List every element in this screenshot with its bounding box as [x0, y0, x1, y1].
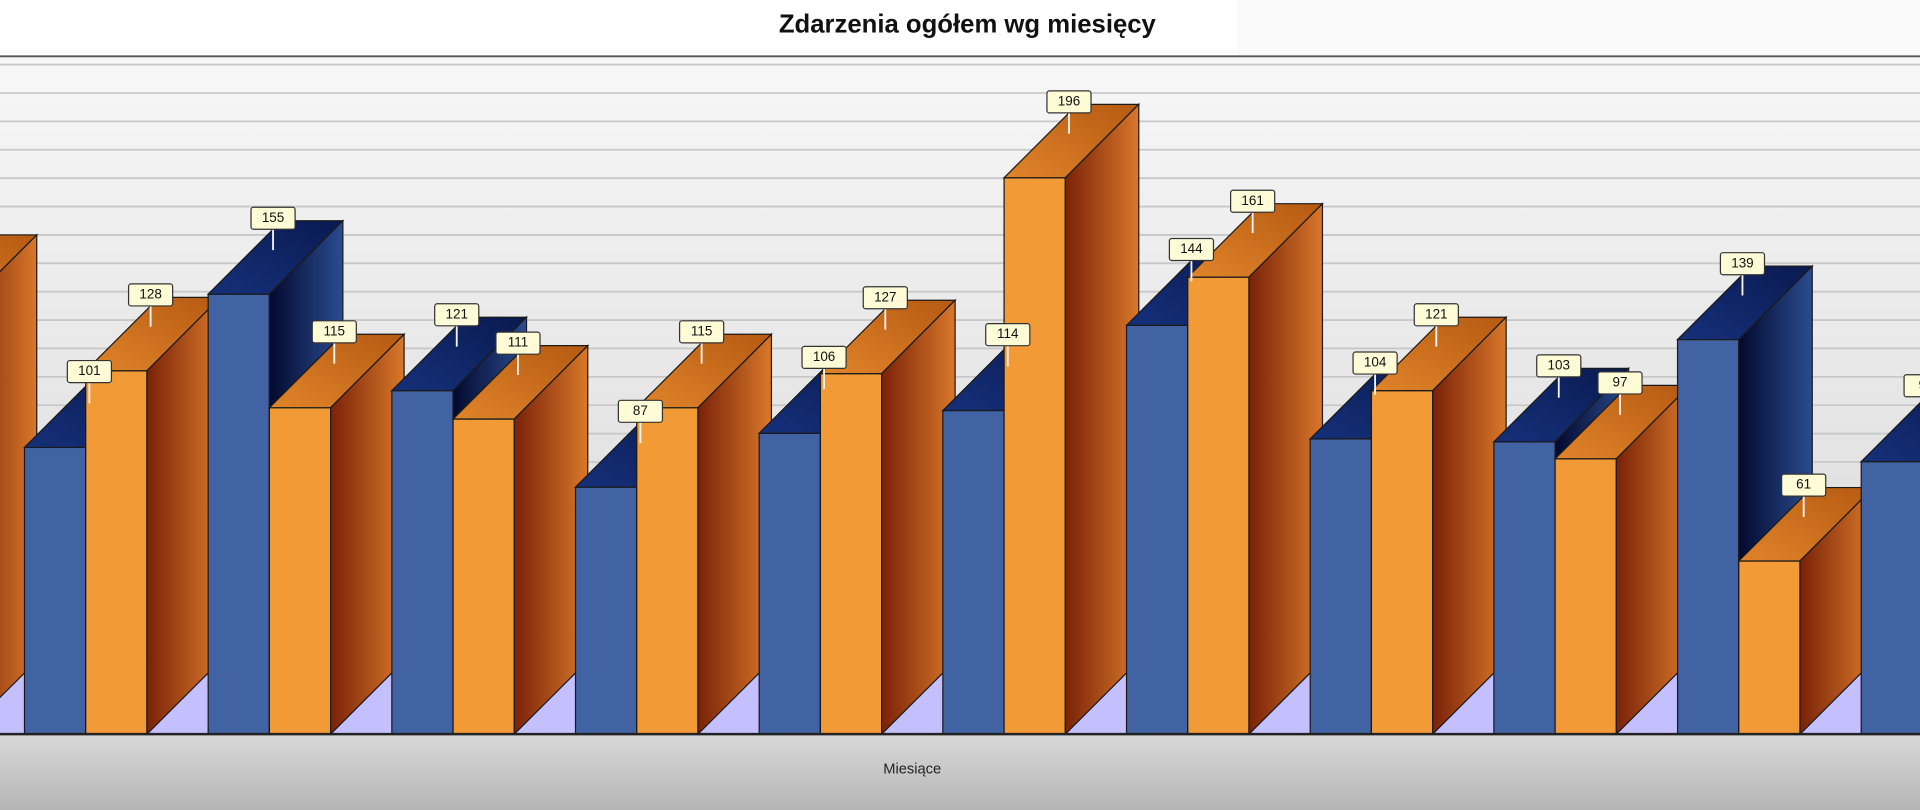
bar	[84, 295, 222, 736]
x-axis-area	[0, 734, 1920, 810]
bar	[1859, 402, 1920, 735]
title-background	[0, 0, 1237, 56]
label-box	[1781, 473, 1827, 497]
label-box	[495, 331, 541, 355]
bar-front	[1309, 438, 1373, 735]
label-box	[1903, 374, 1920, 398]
label-box	[1352, 351, 1398, 375]
data-label: 97	[1613, 374, 1628, 389]
data-label: 106	[813, 349, 835, 364]
data-label: 128	[139, 286, 161, 301]
bar	[1737, 486, 1875, 736]
data-label: 121	[1425, 306, 1447, 321]
bar	[635, 332, 773, 736]
label-box	[127, 283, 174, 307]
label-box	[1046, 90, 1092, 114]
bar-front	[1676, 338, 1740, 735]
label-box	[250, 206, 296, 230]
bar-front	[574, 486, 638, 735]
bar-front	[1738, 560, 1801, 735]
data-label: 87	[633, 403, 648, 418]
data-label: 115	[324, 323, 345, 338]
chart-title: Zdarzenia ogółem wg miesięcy	[779, 10, 1157, 38]
data-label: 139	[1731, 255, 1753, 270]
bar	[267, 332, 406, 736]
bar	[818, 298, 957, 736]
bar-front	[758, 432, 822, 735]
data-label: 96	[1919, 377, 1920, 392]
bar-front	[1860, 461, 1920, 735]
data-label: 115	[691, 323, 712, 338]
bar	[451, 344, 590, 736]
bar-front	[1493, 441, 1556, 735]
bar-front	[391, 390, 454, 735]
data-label: 114	[997, 326, 1019, 341]
data-label: 127	[874, 289, 896, 304]
label-box	[1536, 354, 1582, 378]
data-label: 104	[1364, 355, 1387, 370]
label-box	[1719, 252, 1766, 276]
label-box	[985, 323, 1031, 347]
bar-front	[1554, 458, 1617, 735]
bar-front	[1003, 177, 1066, 735]
label-box	[801, 345, 847, 370]
data-label: 61	[1796, 477, 1811, 492]
label-box	[1413, 303, 1459, 327]
bar-front	[636, 407, 699, 735]
label-box	[1230, 189, 1276, 213]
bar-front	[452, 418, 515, 735]
data-label: 161	[1241, 193, 1263, 208]
bar	[1369, 315, 1508, 736]
data-label: 155	[262, 210, 284, 225]
data-label: 111	[508, 335, 528, 350]
label-box	[1597, 371, 1643, 395]
label-box	[1168, 237, 1215, 262]
bar-top	[1859, 402, 1920, 463]
label-box	[311, 320, 357, 344]
data-label: 144	[1180, 241, 1203, 256]
x-axis-label: Miesiące	[883, 762, 941, 778]
header-background	[1236, 0, 1920, 56]
label-box	[66, 359, 113, 384]
data-label: 101	[78, 363, 100, 378]
bar-front	[942, 409, 1005, 735]
data-label: 196	[1058, 93, 1080, 108]
data-label: 103	[1548, 357, 1570, 372]
bar	[1186, 202, 1324, 736]
bar-front	[819, 373, 883, 735]
data-label: 121	[446, 306, 468, 321]
label-box	[434, 303, 480, 327]
bar	[1002, 102, 1141, 736]
bar-front	[1125, 324, 1189, 735]
label-box	[678, 320, 725, 344]
bar	[1553, 383, 1692, 736]
bar-front	[85, 370, 148, 735]
bar-front	[207, 293, 270, 735]
label-box	[862, 286, 908, 310]
bar-front	[1370, 390, 1434, 735]
bar-front	[1187, 276, 1250, 735]
label-box	[617, 399, 664, 423]
bar-front	[268, 407, 332, 735]
bar-front	[23, 446, 87, 735]
